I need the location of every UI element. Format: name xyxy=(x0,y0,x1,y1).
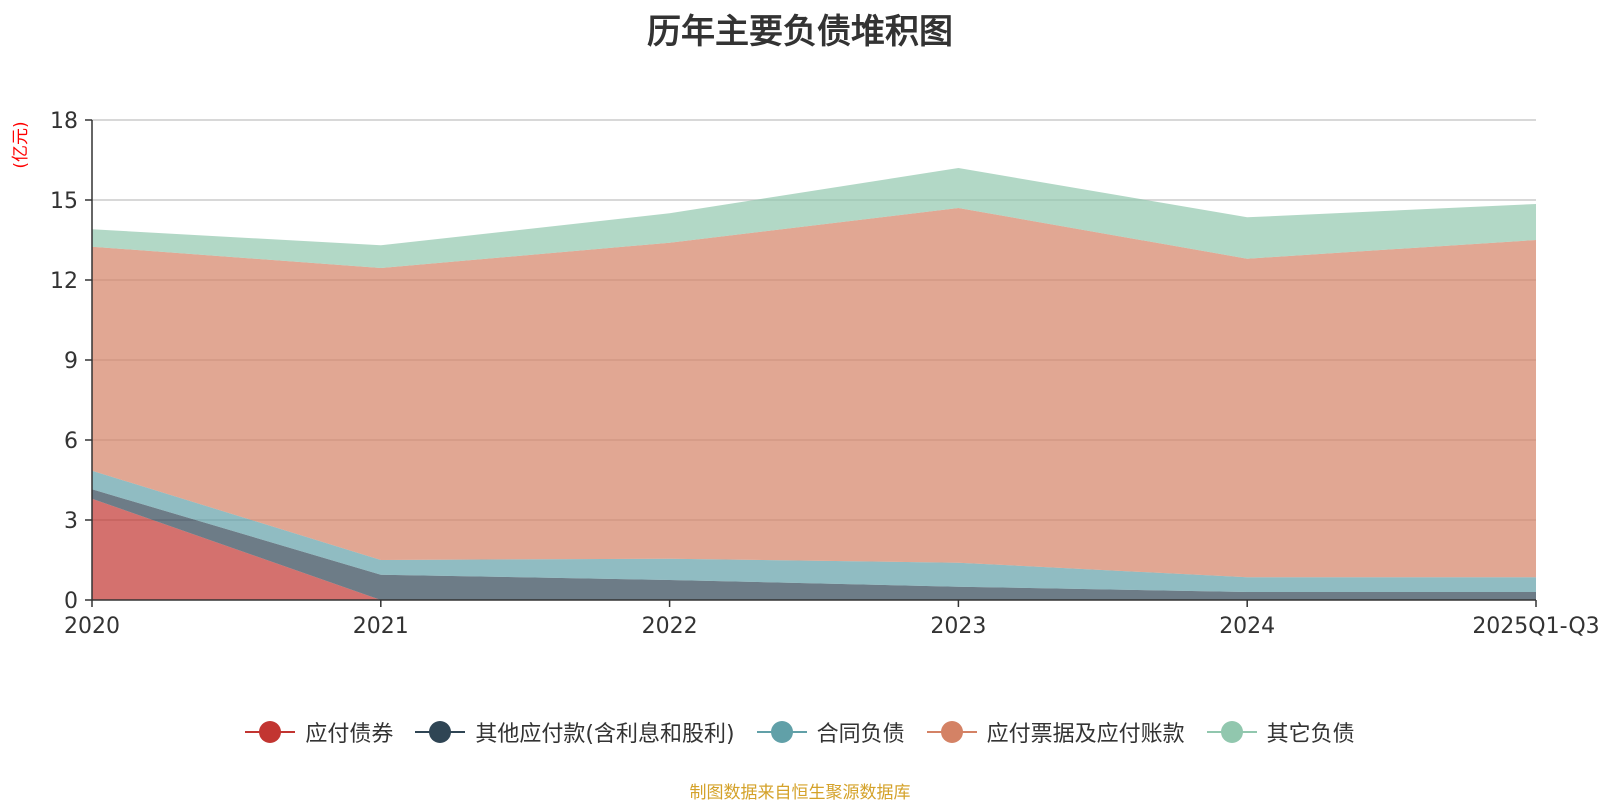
area-series-2[interactable] xyxy=(92,470,1536,592)
legend-label: 其它负债 xyxy=(1266,722,1355,747)
legend: 应付债券 其他应付款(含利息和股利) 合同负债 应付票据及应付账款 其它负债 xyxy=(0,716,1600,748)
legend-label: 合同负债 xyxy=(816,722,905,747)
chart-title: 历年主要负债堆积图 xyxy=(647,12,953,52)
x-tick-label: 2022 xyxy=(642,614,698,639)
legend-label: 应付债券 xyxy=(305,722,394,747)
legend-item-2[interactable]: 合同负债 xyxy=(756,716,905,748)
x-tick-label: 2024 xyxy=(1219,614,1275,639)
legend-swatch-icon xyxy=(245,721,296,743)
y-tick-label: 0 xyxy=(64,589,78,614)
x-tick-label: 2023 xyxy=(930,614,986,639)
legend-item-1[interactable]: 其他应付款(含利息和股利) xyxy=(415,716,735,748)
y-tick-label: 3 xyxy=(64,509,78,534)
legend-swatch-icon xyxy=(415,721,466,743)
area-series-0[interactable] xyxy=(92,498,1536,600)
x-tick-label: 2025Q1-Q3 xyxy=(1472,614,1599,639)
legend-swatch-icon xyxy=(926,721,977,743)
y-tick-label: 9 xyxy=(64,349,78,374)
source-note: 制图数据来自恒生聚源数据库 xyxy=(689,783,911,803)
area-series-4[interactable] xyxy=(92,168,1536,268)
y-tick-label: 18 xyxy=(50,109,78,134)
legend-item-0[interactable]: 应付债券 xyxy=(245,716,393,748)
legend-label: 应付票据及应付账款 xyxy=(986,722,1185,747)
legend-item-4[interactable]: 其它负债 xyxy=(1206,716,1355,748)
legend-label: 其他应付款(含利息和股利) xyxy=(475,722,735,747)
legend-swatch-icon xyxy=(756,721,807,743)
y-tick-label: 15 xyxy=(50,189,78,214)
legend-item-3[interactable]: 应付票据及应付账款 xyxy=(926,716,1185,748)
y-tick-label: 6 xyxy=(64,429,78,454)
x-tick-label: 2021 xyxy=(353,614,409,639)
y-tick-label: 12 xyxy=(50,269,78,294)
legend-swatch-icon xyxy=(1206,721,1257,743)
area-series-3[interactable] xyxy=(92,208,1536,578)
x-tick-label: 2020 xyxy=(64,614,120,639)
y-axis-unit-label: (亿元) xyxy=(11,121,31,168)
axes: 0 3 6 9 12 15 18 2020 2021 2022 2023 2024 2025Q1-Q3 xyxy=(50,109,1600,639)
area-series xyxy=(92,168,1536,600)
